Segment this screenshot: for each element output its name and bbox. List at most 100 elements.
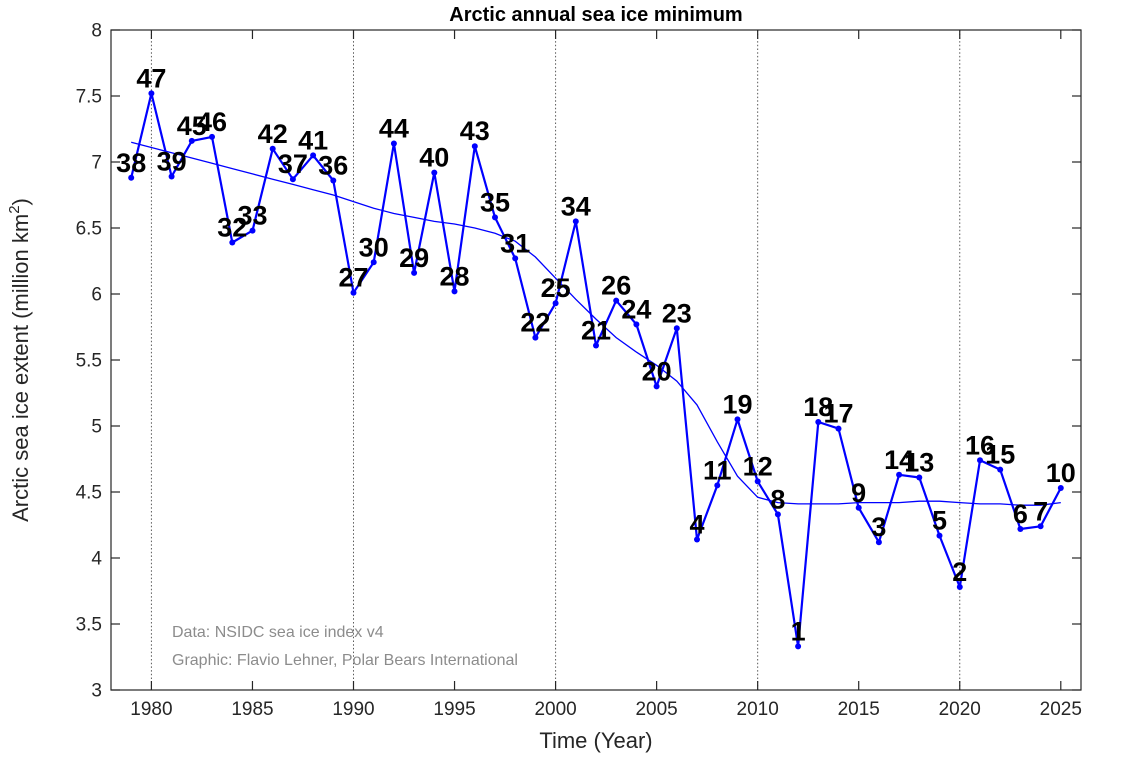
x-tick-label-2025: 2025	[1040, 699, 1082, 720]
x-tick-label-2020: 2020	[939, 699, 981, 720]
rank-label-2021: 16	[965, 430, 995, 460]
data-point-1983	[209, 133, 215, 140]
data-point-1988	[310, 152, 317, 159]
y-tick-label-3: 3	[91, 681, 102, 702]
rank-label-1988: 41	[298, 125, 328, 155]
graphic-credit-note: Graphic: Flavio Lehner, Polar Bears Inte…	[172, 652, 518, 669]
rank-label-2014: 17	[823, 399, 853, 429]
data-point-2011	[774, 511, 781, 518]
data-point-1996	[471, 143, 478, 150]
rank-label-1995: 28	[439, 261, 469, 291]
rank-label-1984: 32	[217, 213, 247, 243]
x-tick-label-2000: 2000	[534, 699, 576, 720]
rank-label-1985: 33	[237, 201, 267, 231]
series-layer	[128, 90, 1064, 650]
rank-label-1981: 39	[157, 147, 187, 177]
x-tick-label-1980: 1980	[130, 699, 172, 720]
data-point-2010	[754, 478, 761, 485]
data-point-2024	[1037, 523, 1044, 530]
data-point-1982	[188, 137, 195, 144]
rank-label-1994: 40	[419, 143, 449, 173]
data-point-2018	[916, 474, 923, 481]
data-point-2019	[936, 532, 943, 539]
rank-label-2000: 25	[541, 273, 571, 303]
data-point-1995	[451, 288, 458, 295]
point-label-layer: 3847394546323342374136273044294028433531…	[116, 63, 1076, 646]
x-tick-label-2005: 2005	[635, 699, 677, 720]
data-point-1979	[128, 174, 135, 181]
x-tick-label-1995: 1995	[433, 699, 475, 720]
rank-label-1997: 35	[480, 187, 510, 217]
y-tick-label-5.5: 5.5	[76, 351, 102, 372]
rank-label-2010: 12	[743, 451, 773, 481]
data-point-2001	[572, 218, 579, 225]
data-point-2022	[997, 466, 1004, 473]
y-axis-label-superscript: 2	[6, 205, 23, 213]
data-point-1989	[330, 177, 337, 184]
data-point-1998	[512, 255, 519, 262]
x-tick-label-1985: 1985	[231, 699, 273, 720]
y-axis-label: Arctic sea ice extent (million km2)	[6, 198, 33, 522]
rank-label-1992: 44	[379, 114, 409, 144]
plot-box	[110, 29, 1082, 691]
rank-label-1999: 22	[520, 308, 550, 338]
data-point-1994	[431, 169, 438, 176]
rank-label-2004: 24	[621, 294, 651, 324]
rank-label-2012: 1	[791, 616, 806, 646]
rank-label-2016: 3	[871, 512, 886, 542]
rank-label-1996: 43	[460, 116, 490, 146]
rank-label-2024: 7	[1033, 496, 1048, 526]
y-tick-label-6.5: 6.5	[76, 219, 102, 240]
data-point-2025	[1057, 485, 1064, 491]
data-point-1985	[249, 227, 256, 234]
rank-label-2022: 15	[985, 440, 1015, 470]
data-point-2016	[875, 539, 882, 546]
annual-minimum-line	[130, 92, 1062, 648]
data-point-2020	[956, 584, 963, 590]
rank-label-1986: 42	[258, 119, 288, 149]
rank-label-2001: 34	[561, 191, 591, 221]
rank-label-1991: 30	[359, 232, 389, 262]
data-point-1993	[411, 269, 418, 276]
rank-label-2019: 5	[932, 506, 947, 536]
data-point-1984	[229, 239, 236, 246]
data-point-1980	[148, 90, 155, 97]
data-point-1999	[532, 334, 539, 341]
rank-label-1989: 36	[318, 151, 348, 181]
rank-label-2003: 26	[601, 271, 631, 301]
rank-label-1983: 46	[197, 107, 227, 137]
rank-label-1982: 45	[177, 111, 207, 141]
y-tick-label-4: 4	[91, 549, 102, 570]
data-point-2021	[977, 457, 983, 464]
data-point-2002	[593, 342, 599, 349]
rank-label-2008: 11	[703, 455, 732, 485]
rank-label-2007: 4	[689, 510, 704, 540]
data-point-2003	[613, 297, 620, 304]
data-point-2000	[552, 300, 559, 307]
y-tick-label-4.5: 4.5	[76, 483, 102, 504]
rank-label-2002: 21	[581, 316, 611, 346]
rank-label-2025: 10	[1046, 458, 1076, 488]
rank-label-1990: 27	[338, 263, 368, 293]
data-point-2013	[815, 419, 822, 425]
x-tick-label-1990: 1990	[332, 699, 374, 720]
data-point-1986	[269, 145, 276, 152]
y-tick-label-3.5: 3.5	[76, 615, 102, 636]
data-point-1991	[370, 259, 377, 266]
x-tick-label-2015: 2015	[838, 699, 880, 720]
data-point-1981	[168, 173, 175, 180]
x-axis-label: Time (Year)	[539, 728, 652, 753]
y-tick-label-5: 5	[91, 417, 102, 438]
data-point-2014	[835, 425, 842, 432]
data-point-2004	[633, 321, 640, 328]
rank-label-2020: 2	[952, 557, 967, 587]
rank-label-2006: 23	[662, 298, 692, 328]
data-point-2012	[795, 643, 802, 650]
data-point-2009	[734, 416, 741, 423]
chart-title: Arctic annual sea ice minimum	[449, 4, 742, 26]
data-point-1992	[390, 140, 397, 147]
data-point-2005	[653, 383, 660, 390]
rank-label-1993: 29	[399, 243, 429, 273]
